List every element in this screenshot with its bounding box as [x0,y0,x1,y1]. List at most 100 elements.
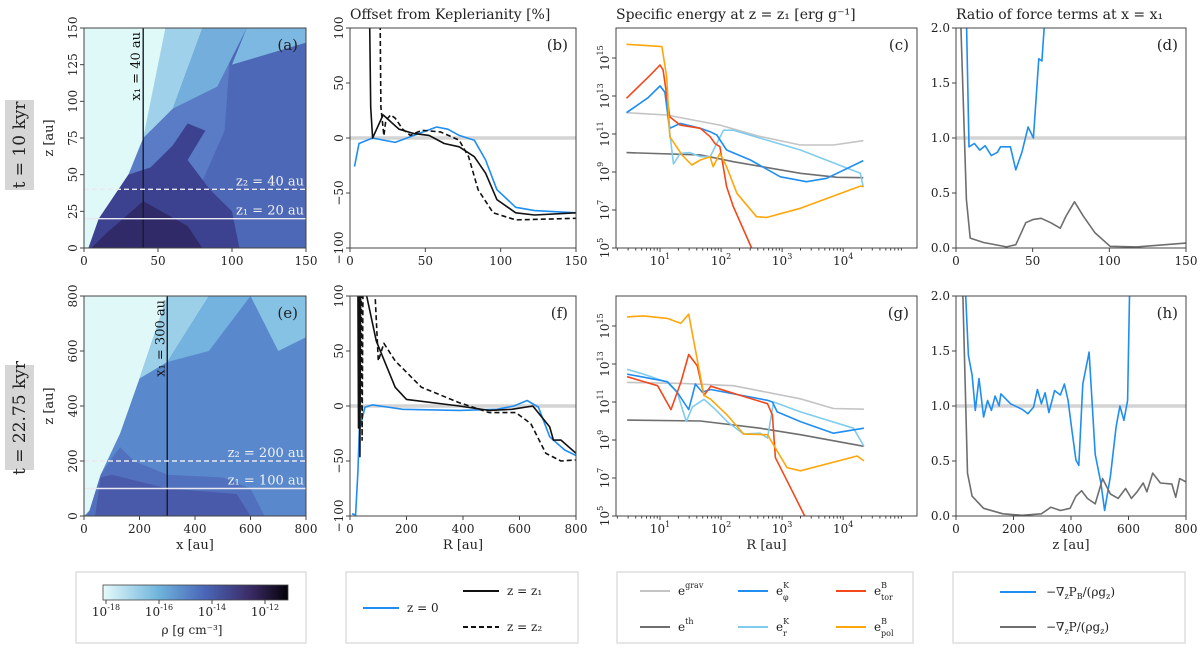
panel-tag: (g) [888,304,909,322]
x-tick-label: 150 [1175,254,1198,268]
density-region [95,474,251,516]
x-tick-label: 101 [650,252,670,268]
tick-label-exponent: -18 [107,603,120,612]
tick-label-base: 150 [565,254,588,268]
y-tick-label: 200 [66,450,80,473]
plot-area [626,313,865,516]
y-tick-label: 0 [66,512,80,520]
series-e-grav [627,381,864,410]
density-region [167,296,251,362]
density-region [172,28,247,109]
y-tick-label: 75 [66,130,80,145]
z2-annotation: z₂ = 200 au [228,446,304,461]
y-tick-label: 107 [596,468,612,488]
y-tick-label: −50 [332,448,346,473]
x-tick-label: 104 [833,252,853,268]
tick-label-exponent: -14 [213,603,226,612]
series-grad-z-p-b-rho-g-z [965,28,1045,171]
colorbar-label: ρ [g cm⁻³] [162,623,223,637]
y-tick-label: 0 [332,134,346,142]
x-tick-label: 0 [952,522,960,536]
tick-label-base: 125 [66,53,80,76]
z2-annotation: z₂ = 40 au [236,174,304,189]
tick-label-base: 800 [565,522,588,536]
legend-label: eK φ [776,581,790,602]
panel-a: x₁ = 40 au z₂ = 40 au z₁ = 20 au 0 50 100 150 0… [42,17,317,268]
plot-area [350,296,576,516]
x-tick-label: 150 [295,254,318,268]
y-axis-label: z [au] [42,119,57,156]
tick-label-base: 10 [145,605,160,619]
x-tick-label: 100 [1098,254,1121,268]
y-tick-label: 0 [332,402,346,410]
y-tick-label: 105 [596,238,612,258]
y-tick-label: −50 [332,180,346,205]
tick-label-base: 0.0 [931,509,950,523]
x-tick-label: 0 [80,254,88,268]
y-tick-label: 107 [596,200,612,220]
plot-area [956,28,1186,248]
x-tick-label: 102 [711,520,731,536]
tick-label-base: 10 [598,243,612,258]
panel-f: 0 200 400 600 800 −100 −50 0 50 100 (f) R [au] [332,285,587,553]
y-tick-label: 50 [332,343,346,358]
y-tick-label: 25 [66,204,80,219]
legend-label: −∇zP/(ρgz) [1046,620,1109,636]
colorbar-tick-label: 10-12 [251,603,279,619]
tick-label-base: 0.0 [931,241,950,255]
x-axis-label: z [au] [1052,538,1089,553]
x-tick-label: 800 [1175,522,1198,536]
x-tick-label: 600 [239,522,262,536]
tick-label-base: 0 [952,254,960,268]
tick-label-base: 50 [66,167,80,182]
series-e-pol-b [626,43,864,219]
x-tick-label: 400 [184,522,207,536]
colorbar-tick-label: 10-14 [198,603,226,619]
tick-label-base: 10 [772,254,787,268]
tick-label-exponent: 11 [596,121,605,131]
tick-label-exponent: 1 [665,252,670,261]
tick-label-base: 10 [598,205,612,220]
tick-label-base: 0.5 [931,186,950,200]
x1-annotation: x₁ = 300 au [153,300,168,377]
tick-label-base: 10 [198,605,213,619]
tick-label-exponent: 13 [596,351,605,361]
tick-label-exponent: 3 [787,252,792,261]
x-tick-label: 800 [295,522,318,536]
x-tick-label: 103 [772,252,792,268]
series-grad-z-p-rho-g-z [960,28,1186,248]
tick-label-exponent: -16 [160,603,173,612]
tick-label-base: 600 [239,522,262,536]
tick-label-exponent: 13 [596,83,605,93]
tick-label-base: 1.5 [931,344,950,358]
y-tick-label: 1.5 [931,76,950,90]
tick-label-exponent: 15 [596,45,605,55]
tick-label-base: 0 [332,402,346,410]
density-region [139,296,209,379]
tick-label-base: −50 [332,448,346,473]
panel-tag: (h) [1157,304,1178,322]
y-tick-label: 100 [332,285,346,308]
tick-label-base: 10 [598,131,612,146]
tick-label-base: 0 [80,522,88,536]
colorbar-tick-label: 10-18 [92,603,120,619]
x-tick-label: 150 [565,254,588,268]
y-tick-label: 0.0 [931,241,950,255]
tick-label-base: 200 [1002,522,1025,536]
legend-label: eth [678,617,693,634]
panel-tag: (d) [1157,36,1178,54]
column-title: Specific energy at z = z₁ [erg g⁻¹] [616,7,856,23]
row-label: t = 22.75 kyr [10,360,30,475]
tick-label-exponent: 5 [596,506,605,511]
tick-label-base: 0 [66,512,80,520]
x-tick-label: 200 [128,522,151,536]
tick-label-base: 400 [184,522,207,536]
row-label: t = 10 kyr [10,101,30,189]
x-axis-label: R [au] [443,538,483,553]
tick-label-base: 600 [66,340,80,363]
y-tick-label: 1013 [596,83,612,108]
row-label-box [5,100,34,190]
tick-label-base: 0 [346,254,354,268]
